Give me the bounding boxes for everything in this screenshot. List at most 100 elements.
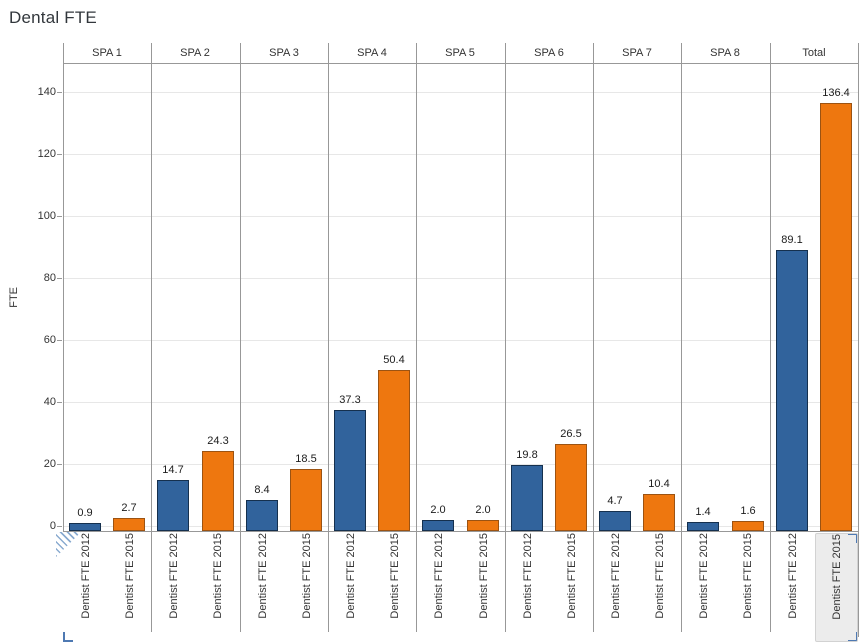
y-tick-label: 20	[43, 458, 56, 470]
x-series-label-cell[interactable]: Dentist FTE 2015	[196, 533, 239, 642]
bar-dentist-fte-2012-spa-2[interactable]	[157, 480, 189, 531]
chart-title: Dental FTE	[9, 8, 97, 27]
bar-value-label: 18.5	[295, 453, 317, 465]
bar-value-label: 2.7	[121, 502, 137, 514]
bar-dentist-fte-2012-spa-8[interactable]	[687, 522, 719, 531]
y-tick-label: 120	[37, 148, 56, 160]
gridline-20	[63, 464, 858, 465]
y-tick-mark	[57, 92, 62, 93]
pane-right-border	[858, 43, 859, 637]
x-series-label: Dentist FTE 2015	[300, 533, 313, 619]
x-series-label: Dentist FTE 2015	[653, 533, 666, 619]
y-tick-mark	[57, 278, 62, 279]
bar-value-label: 50.4	[383, 354, 405, 366]
x-series-label-cell[interactable]: Dentist FTE 2015	[638, 533, 681, 642]
bar-dentist-fte-2015-spa-6[interactable]	[555, 444, 587, 531]
y-tick-label: 80	[43, 272, 56, 284]
x-series-label-cell[interactable]: Dentist FTE 2012	[152, 533, 195, 642]
x-series-label: Dentist FTE 2015	[123, 533, 136, 619]
bar-dentist-fte-2015-spa-4[interactable]	[378, 370, 410, 531]
x-series-label-cell[interactable]: Dentist FTE 2012	[64, 533, 107, 642]
bar-dentist-fte-2012-spa-5[interactable]	[422, 520, 454, 531]
x-series-label-cell[interactable]: Dentist FTE 2015	[726, 533, 769, 642]
bar-dentist-fte-2015-spa-3[interactable]	[290, 469, 322, 531]
bar-value-label: 14.7	[162, 464, 184, 476]
bar-value-label: 8.4	[254, 484, 270, 496]
x-series-label-cell[interactable]: Dentist FTE 2015	[550, 533, 593, 642]
pane-divider	[681, 43, 682, 632]
y-axis-title[interactable]: FTE	[8, 286, 20, 308]
column-header-total[interactable]: Total	[802, 47, 826, 59]
pane-divider	[328, 43, 329, 632]
x-series-label-cell[interactable]: Dentist FTE 2015	[462, 533, 505, 642]
bar-value-label: 1.4	[695, 506, 711, 518]
column-header-spa-3[interactable]: SPA 3	[269, 47, 299, 59]
y-tick-label: 0	[49, 520, 56, 532]
x-series-label-cell[interactable]: Dentist FTE 2012	[506, 533, 549, 642]
bar-value-label: 89.1	[781, 234, 803, 246]
pane-divider	[151, 43, 152, 632]
y-axis-line[interactable]	[63, 43, 64, 531]
selection-corner-tr-icon[interactable]	[848, 534, 857, 543]
pane-bottom-border	[63, 531, 858, 532]
pane-divider	[416, 43, 417, 632]
x-series-label-cell[interactable]: Dentist FTE 2015	[815, 533, 858, 642]
y-tick-mark	[57, 340, 62, 341]
x-series-label-cell[interactable]: Dentist FTE 2012	[682, 533, 725, 642]
x-series-label: Dentist FTE 2012	[521, 533, 534, 619]
bar-value-label: 26.5	[560, 428, 582, 440]
bar-dentist-fte-2012-spa-6[interactable]	[511, 465, 543, 531]
selection-corner-bottom-left-icon[interactable]	[63, 632, 73, 642]
x-series-label: Dentist FTE 2012	[167, 533, 180, 619]
pane-divider	[770, 43, 771, 632]
bar-dentist-fte-2012-total[interactable]	[776, 250, 808, 531]
x-series-label: Dentist FTE 2012	[609, 533, 622, 619]
bar-dentist-fte-2012-spa-3[interactable]	[246, 500, 278, 531]
x-series-label-cell[interactable]: Dentist FTE 2012	[329, 533, 372, 642]
x-series-label-cell[interactable]: Dentist FTE 2012	[241, 533, 284, 642]
x-series-label-cell[interactable]: Dentist FTE 2012	[771, 533, 814, 642]
bar-value-label: 37.3	[339, 394, 361, 406]
selection-corner-br-icon[interactable]	[848, 632, 857, 641]
x-series-label: Dentist FTE 2012	[697, 533, 710, 619]
bar-dentist-fte-2015-spa-2[interactable]	[202, 451, 234, 531]
gridline-140	[63, 92, 858, 93]
column-header-spa-8[interactable]: SPA 8	[710, 47, 740, 59]
bar-dentist-fte-2015-spa-1[interactable]	[113, 518, 145, 531]
bar-dentist-fte-2012-spa-1[interactable]	[69, 523, 101, 531]
gridline-60	[63, 340, 858, 341]
column-header-spa-4[interactable]: SPA 4	[357, 47, 387, 59]
bar-dentist-fte-2015-total[interactable]	[820, 103, 852, 531]
y-tick-mark	[57, 402, 62, 403]
bar-dentist-fte-2012-spa-4[interactable]	[334, 410, 366, 531]
column-header-spa-2[interactable]: SPA 2	[180, 47, 210, 59]
bar-dentist-fte-2015-spa-7[interactable]	[643, 494, 675, 531]
x-series-label-cell[interactable]: Dentist FTE 2012	[417, 533, 460, 642]
x-series-label: Dentist FTE 2015	[741, 533, 754, 619]
column-header-spa-7[interactable]: SPA 7	[622, 47, 652, 59]
column-header-spa-6[interactable]: SPA 6	[534, 47, 564, 59]
y-tick-label: 40	[43, 396, 56, 408]
bar-dentist-fte-2015-spa-5[interactable]	[467, 520, 499, 531]
x-series-label: Dentist FTE 2015	[477, 533, 490, 619]
gridline-40	[63, 402, 858, 403]
x-series-label-cell[interactable]: Dentist FTE 2012	[594, 533, 637, 642]
x-series-label: Dentist FTE 2015	[211, 533, 224, 619]
pane-divider	[240, 43, 241, 632]
bar-dentist-fte-2012-spa-7[interactable]	[599, 511, 631, 531]
column-header-spa-1[interactable]: SPA 1	[92, 47, 122, 59]
x-series-label: Dentist FTE 2012	[344, 533, 357, 619]
x-series-label: Dentist FTE 2012	[786, 533, 799, 619]
x-series-label-cell[interactable]: Dentist FTE 2015	[108, 533, 151, 642]
x-series-label: Dentist FTE 2012	[432, 533, 445, 619]
x-series-label-cell[interactable]: Dentist FTE 2015	[373, 533, 416, 642]
bar-value-label: 136.4	[822, 87, 850, 99]
gridline-80	[63, 278, 858, 279]
x-series-label-cell[interactable]: Dentist FTE 2015	[285, 533, 328, 642]
bar-dentist-fte-2015-spa-8[interactable]	[732, 521, 764, 531]
x-series-label: Dentist FTE 2015	[830, 534, 843, 620]
x-series-label: Dentist FTE 2012	[256, 533, 269, 619]
column-header-spa-5[interactable]: SPA 5	[445, 47, 475, 59]
pane-divider	[505, 43, 506, 632]
bar-value-label: 2.0	[430, 504, 446, 516]
